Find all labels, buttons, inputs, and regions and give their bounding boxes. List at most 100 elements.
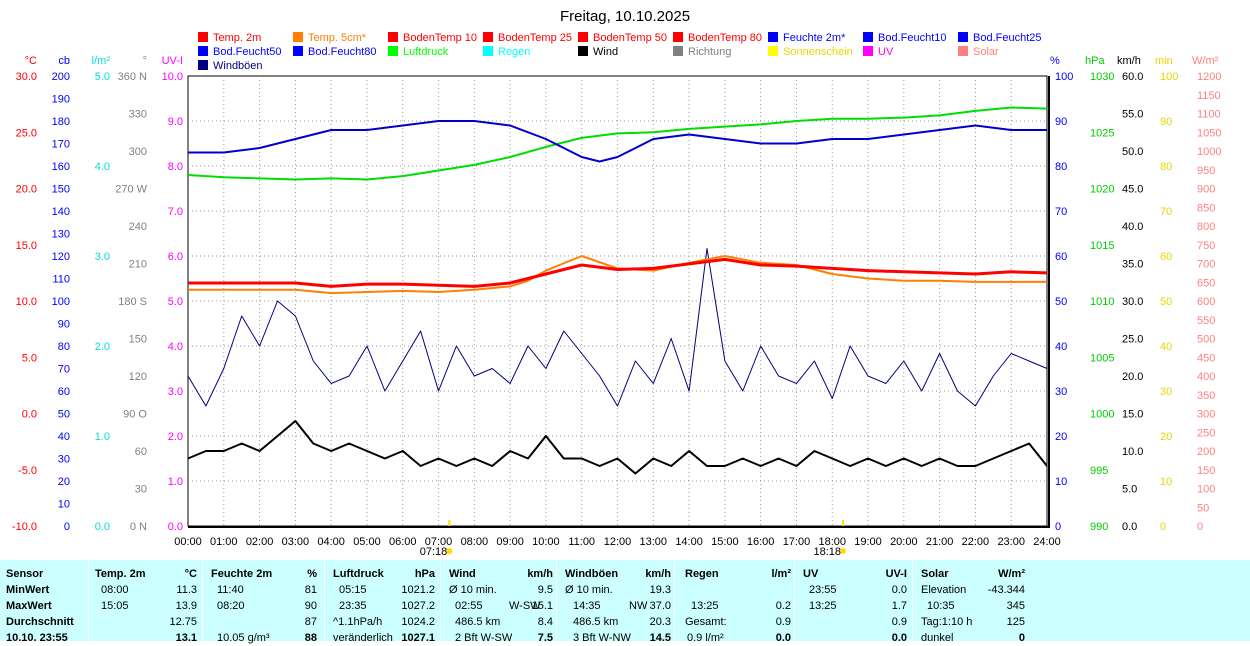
axis-left-1-tick-1: 190 xyxy=(52,94,70,106)
x-tick-12: 12:00 xyxy=(604,536,632,548)
axis-right-4-tick-0: 1200 xyxy=(1197,71,1221,83)
axis-right-4-tick-7: 850 xyxy=(1197,202,1215,214)
x-tick-9: 09:00 xyxy=(496,536,524,548)
legend-label-16: UV xyxy=(878,46,894,58)
axis-right-0-tick-9: 10 xyxy=(1055,476,1067,488)
axis-left-2-tick-5: 0.0 xyxy=(95,521,110,533)
x-tick-8: 08:00 xyxy=(461,536,489,548)
sunset-label: 18:18 xyxy=(813,546,841,558)
stats-solar-max-value: 345 xyxy=(1006,600,1025,612)
stats-hum-min-time: 11:40 xyxy=(217,584,244,596)
stats-temp-avg-value: 12.75 xyxy=(169,616,197,628)
x-tick-2: 02:00 xyxy=(246,536,274,548)
axis-left-4-tick-1: 9.0 xyxy=(168,116,183,128)
axis-right-4-tick-9: 750 xyxy=(1197,240,1215,252)
stats-uv-avg-value: 0.9 xyxy=(891,616,907,628)
axis-right-4-tick-15: 450 xyxy=(1197,352,1215,364)
stats-hum-min-value: 81 xyxy=(304,584,317,596)
axis-right-4-tick-4: 1000 xyxy=(1197,146,1221,158)
stats-hum-now-value: 88 xyxy=(304,632,317,644)
axis-right-unit-4: W/m² xyxy=(1192,55,1219,67)
axis-right-4-tick-5: 950 xyxy=(1197,165,1215,177)
weather-chart: Freitag, 10.10.2025 Temp. 2m Temp. 5cm* Bod… xyxy=(12,8,1222,558)
axis-right-3-tick-0: 100 xyxy=(1160,71,1178,83)
axis-right-4-tick-17: 350 xyxy=(1197,390,1215,402)
axis-left-unit-1: cb xyxy=(58,55,70,67)
axis-left-2-tick-4: 1.0 xyxy=(95,431,110,443)
stats-solar-unit: W/m² xyxy=(998,568,1025,580)
stats-wind-unit: km/h xyxy=(527,568,553,580)
stats-uv-header: UV xyxy=(803,568,819,580)
stats-wind-max-time: 02:55 xyxy=(455,600,483,612)
stats-uv-now-value: 0.0 xyxy=(891,632,907,644)
stats-wind-avg-value: 8.4 xyxy=(537,616,553,628)
axis-right-4-tick-21: 150 xyxy=(1197,465,1215,477)
axis-left-1-tick-9: 110 xyxy=(52,274,70,286)
axis-left-4-tick-2: 8.0 xyxy=(168,161,183,173)
stats-avg-label: Durchschnitt xyxy=(6,616,74,628)
stats-temp-now-value: 13.1 xyxy=(175,632,197,644)
legend-label-7: Bod.Feucht10 xyxy=(878,32,947,44)
stats-temp-unit: °C xyxy=(184,568,197,580)
axis-right-0-tick-3: 70 xyxy=(1055,206,1067,218)
axis-left-unit-2: l/m² xyxy=(92,55,111,67)
stats-press-max-value: 1027.2 xyxy=(401,600,435,612)
stats-col-press: Luftdruck hPa 05:15 1021.2 23:35 1027.2 ^1.… xyxy=(324,560,441,644)
legend-swatch-16 xyxy=(863,46,873,56)
stats-temp-max-time: 15:05 xyxy=(101,600,129,612)
axis-right-4-tick-1: 1150 xyxy=(1197,90,1221,102)
axis-right-3-tick-8: 20 xyxy=(1160,431,1172,443)
axis-left-0-tick-3: 15.0 xyxy=(16,240,37,252)
stats-temp-min-time: 08:00 xyxy=(101,584,129,596)
axis-left-unit-0: °C xyxy=(25,55,37,67)
axis-left-0-tick-6: 0.0 xyxy=(22,409,37,421)
axis-left-1-tick-2: 180 xyxy=(52,116,70,128)
stats-gust-header: Windböen xyxy=(565,568,619,580)
axis-right-1-tick-2: 1020 xyxy=(1090,184,1114,196)
x-tick-22: 22:00 xyxy=(962,536,990,548)
legend-swatch-4 xyxy=(578,32,588,42)
axis-right-4-tick-12: 600 xyxy=(1197,296,1215,308)
stats-sensor-header: Sensor xyxy=(6,568,44,580)
legend-swatch-11 xyxy=(388,46,398,56)
stats-temp-header: Temp. 2m xyxy=(95,568,146,580)
legend-label-14: Richtung xyxy=(688,46,731,58)
axis-left-1-tick-3: 170 xyxy=(52,139,70,151)
legend-swatch-2 xyxy=(388,32,398,42)
x-tick-21: 21:00 xyxy=(926,536,954,548)
axis-left-0-tick-2: 20.0 xyxy=(16,184,37,196)
axis-right-1-tick-4: 1010 xyxy=(1090,296,1114,308)
stats-wind-avg10-value: 9.5 xyxy=(537,584,553,596)
x-tick-7: 07:00 xyxy=(425,536,453,548)
stats-press-max-time: 23:35 xyxy=(339,600,367,612)
legend-swatch-8 xyxy=(958,32,968,42)
legend-swatch-6 xyxy=(768,32,778,42)
axis-right-2-tick-7: 25.0 xyxy=(1122,334,1143,346)
legend-label-2: BodenTemp 10 xyxy=(403,32,477,44)
axis-right-0-tick-5: 50 xyxy=(1055,296,1067,308)
axis-left-1-tick-20: 0 xyxy=(64,521,70,533)
x-tick-3: 03:00 xyxy=(282,536,310,548)
x-tick-17: 17:00 xyxy=(783,536,811,548)
legend-label-18: Windböen xyxy=(213,60,263,72)
x-tick-13: 13:00 xyxy=(640,536,668,548)
axis-left-3-tick-8: 120 xyxy=(129,371,147,383)
legend-swatch-0 xyxy=(198,32,208,42)
x-tick-20: 20:00 xyxy=(890,536,918,548)
stats-max-label: MaxWert xyxy=(6,600,52,612)
axis-right-4-tick-24: 0 xyxy=(1197,521,1203,533)
stats-rain-total-label: Gesamt: xyxy=(685,616,727,628)
stats-rain-max-time: 13:25 xyxy=(691,600,719,612)
stats-uv-unit: UV-I xyxy=(885,568,907,580)
stats-gust-avg10-value: 19.3 xyxy=(649,584,671,596)
stats-rain-max-value: 0.2 xyxy=(775,600,791,612)
stats-wind-max-value: 15.1 xyxy=(531,600,553,612)
legend-label-11: Luftdruck xyxy=(403,46,449,58)
axis-right-unit-3: min xyxy=(1155,55,1173,67)
x-tick-5: 05:00 xyxy=(353,536,381,548)
stats-gust-now-value: 14.5 xyxy=(649,632,671,644)
series-windb-en xyxy=(187,248,1048,407)
stats-rain-now-value: 0.0 xyxy=(775,632,791,644)
stats-solar-max-time: 10:35 xyxy=(927,600,955,612)
stats-solar-now-text: dunkel xyxy=(921,632,954,644)
